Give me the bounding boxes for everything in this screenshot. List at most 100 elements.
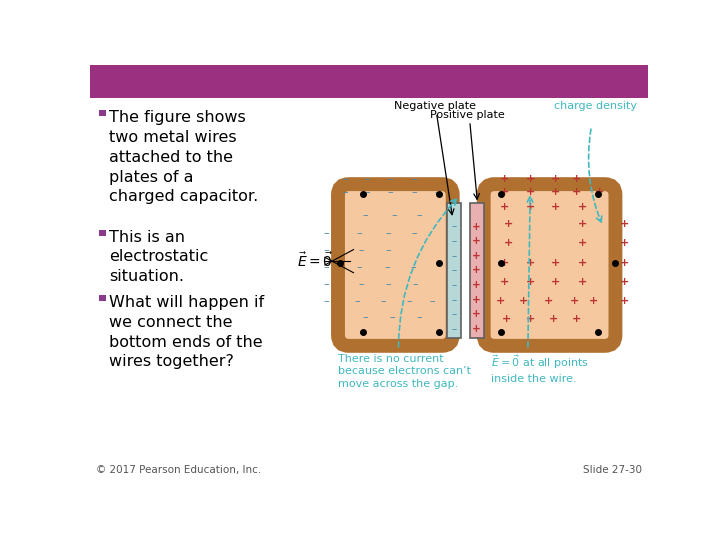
Text: +: + — [595, 187, 605, 197]
Text: –: – — [323, 296, 329, 306]
Text: –: – — [388, 187, 394, 197]
Text: +: + — [526, 258, 535, 268]
Text: Slide 27-30: Slide 27-30 — [582, 465, 642, 475]
Text: –: – — [380, 296, 386, 306]
Text: +: + — [500, 187, 509, 197]
Text: –: – — [362, 312, 368, 322]
Text: –: – — [386, 245, 391, 254]
Text: +: + — [472, 295, 481, 305]
Text: +: + — [550, 202, 559, 212]
Text: Negative plate: Negative plate — [394, 101, 476, 111]
Text: +: + — [519, 296, 528, 306]
Text: –: – — [386, 279, 391, 289]
Text: +: + — [620, 277, 629, 287]
Text: –: – — [357, 262, 362, 272]
Text: –: – — [451, 236, 457, 246]
Text: This is an
electrostatic
situation.: This is an electrostatic situation. — [109, 230, 209, 284]
Text: +: + — [526, 174, 535, 184]
Text: –: – — [410, 262, 416, 272]
Bar — [99, 295, 106, 301]
Text: +: + — [577, 277, 587, 287]
Text: There is no current
because electrons can’t
move across the gap.: There is no current because electrons ca… — [338, 354, 471, 389]
Text: +: + — [577, 202, 587, 212]
Text: Positive plate: Positive plate — [430, 110, 505, 120]
Text: $\vec{E}=\vec{0}$: $\vec{E}=\vec{0}$ — [297, 252, 333, 271]
Bar — [99, 110, 106, 117]
Text: +: + — [472, 324, 481, 334]
Text: The figure shows
two metal wires
attached to the
plates of a
charged capacitor.: The figure shows two metal wires attache… — [109, 110, 258, 205]
Text: +: + — [577, 258, 587, 268]
Text: –: – — [390, 312, 395, 322]
Text: +: + — [496, 296, 505, 306]
FancyBboxPatch shape — [338, 184, 453, 346]
Text: –: – — [386, 228, 391, 238]
Text: –: – — [417, 210, 422, 220]
Text: +: + — [526, 187, 535, 197]
Text: +: + — [550, 258, 559, 268]
Bar — [99, 230, 106, 236]
Text: –: – — [343, 187, 348, 197]
Text: –: – — [364, 187, 370, 197]
Text: –: – — [391, 210, 397, 220]
Text: +: + — [620, 296, 629, 306]
Text: +: + — [572, 174, 581, 184]
Text: +: + — [620, 219, 629, 229]
Text: +: + — [526, 202, 535, 212]
Text: +: + — [500, 277, 509, 287]
Text: +: + — [504, 219, 513, 229]
Text: +: + — [503, 314, 512, 324]
Text: +: + — [500, 258, 509, 268]
Text: –: – — [411, 187, 417, 197]
Text: –: – — [364, 174, 370, 184]
Bar — [90, 65, 648, 98]
Text: +: + — [550, 174, 559, 184]
Text: –: – — [430, 296, 436, 306]
Text: +: + — [472, 265, 481, 275]
Text: –: – — [359, 245, 364, 254]
Text: –: – — [323, 228, 329, 238]
Text: –: – — [407, 296, 412, 306]
Text: +: + — [589, 296, 598, 306]
Text: +: + — [620, 239, 629, 248]
Text: +: + — [577, 239, 587, 248]
Text: –: – — [451, 324, 457, 334]
Bar — [469, 204, 484, 338]
Text: +: + — [472, 221, 481, 232]
Text: +: + — [577, 219, 587, 229]
Text: –: – — [417, 312, 422, 322]
Text: +: + — [570, 296, 579, 306]
Text: What will happen if
we connect the
bottom ends of the
wires together?: What will happen if we connect the botto… — [109, 295, 264, 369]
Text: +: + — [550, 187, 559, 197]
Text: –: – — [388, 174, 394, 184]
Text: –: – — [434, 187, 440, 197]
Text: +: + — [544, 296, 554, 306]
Text: –: – — [411, 174, 417, 184]
Text: –: – — [413, 279, 418, 289]
Text: +: + — [472, 251, 481, 261]
Text: –: – — [451, 221, 457, 232]
Text: +: + — [526, 277, 535, 287]
Text: –: – — [451, 309, 457, 319]
Text: –: – — [384, 262, 390, 272]
Text: –: – — [323, 279, 329, 289]
Text: –: – — [323, 262, 329, 272]
Text: –: – — [451, 280, 457, 290]
Text: –: – — [411, 228, 417, 238]
Text: +: + — [472, 236, 481, 246]
Text: +: + — [500, 202, 509, 212]
Text: © 2017 Pearson Education, Inc.: © 2017 Pearson Education, Inc. — [96, 465, 261, 475]
Text: +: + — [620, 258, 629, 268]
Text: +: + — [472, 280, 481, 290]
Text: +: + — [550, 277, 559, 287]
Text: Establishing the Electric Field in a Wire: Establishing the Electric Field in a Wir… — [96, 72, 590, 92]
Text: +: + — [526, 314, 535, 324]
Text: –: – — [354, 296, 360, 306]
Text: –: – — [451, 251, 457, 261]
Text: –: – — [359, 279, 364, 289]
Text: +: + — [472, 309, 481, 319]
Text: +: + — [504, 239, 513, 248]
Text: –: – — [451, 295, 457, 305]
Text: +: + — [572, 314, 581, 324]
Text: +: + — [549, 314, 558, 324]
Text: –: – — [343, 174, 348, 184]
